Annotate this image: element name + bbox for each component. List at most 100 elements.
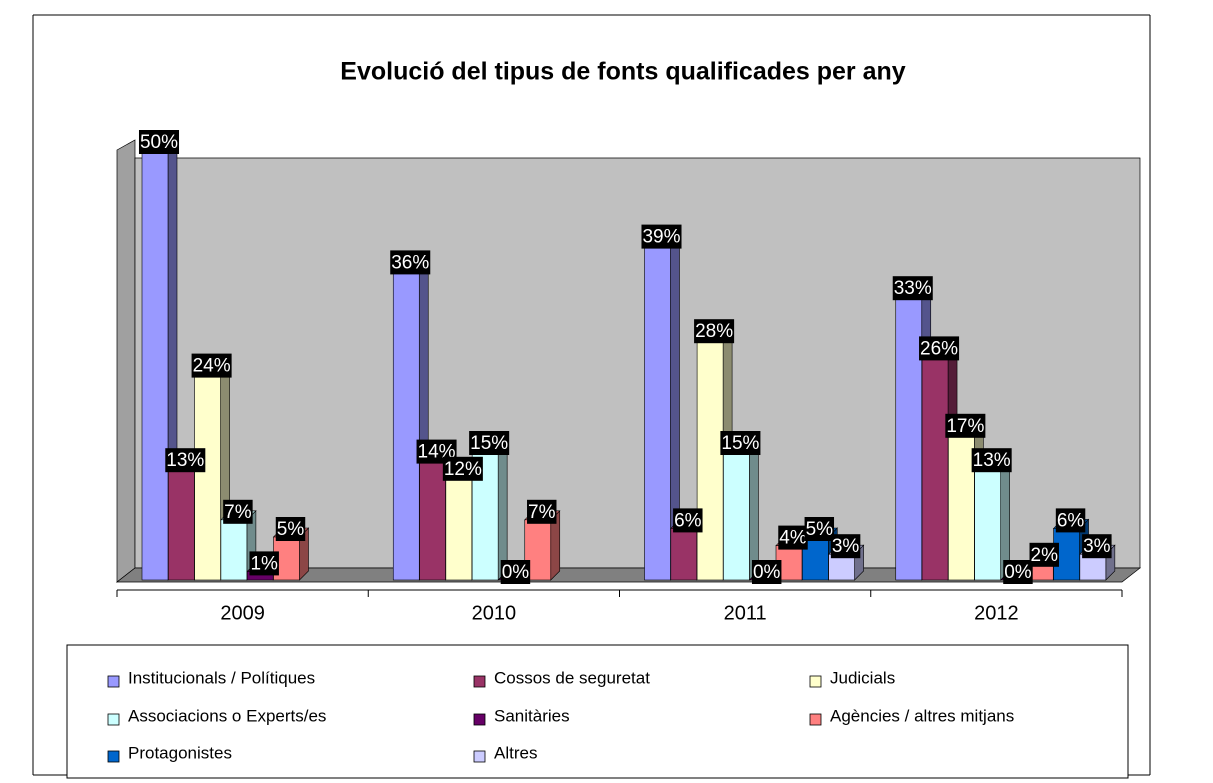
data-label-text: 6% [674, 510, 702, 531]
legend-label: Agències / altres mitjans [830, 706, 1014, 725]
legend [66, 644, 1129, 779]
data-label: 50% [138, 130, 180, 154]
data-label-box [720, 431, 761, 455]
data-label: 39% [641, 224, 682, 249]
data-label-text: 36% [391, 252, 429, 273]
data-label-text: 3% [1083, 536, 1111, 557]
bar [644, 244, 671, 581]
data-label-box [919, 336, 960, 361]
data-label: 6% [673, 508, 703, 533]
legend-label: Associacions o Experts/es [128, 706, 326, 725]
data-label: 0% [751, 560, 782, 584]
legend-swatch [809, 675, 822, 688]
x-tick-label: 2012 [974, 602, 1019, 624]
bar [723, 450, 750, 581]
data-label-box [1029, 542, 1059, 567]
legend-swatch [107, 713, 120, 726]
chart-title: Evolució del tipus de fonts qualificades… [340, 58, 905, 86]
data-label-text: 13% [166, 450, 204, 471]
bar [895, 295, 923, 581]
bar [419, 459, 446, 581]
legend-swatch [473, 750, 486, 763]
data-label-box [500, 560, 531, 584]
bar [828, 553, 855, 581]
data-label: 26% [919, 336, 960, 361]
legend-swatch [473, 713, 486, 726]
data-label: 28% [694, 319, 735, 344]
data-label: 5% [804, 517, 835, 541]
bar-3d [524, 510, 561, 581]
bar-3d [722, 441, 760, 581]
data-label-box [804, 517, 835, 541]
data-label-text: 15% [470, 433, 508, 454]
data-label: 15% [469, 431, 510, 455]
data-label-box [673, 508, 703, 533]
data-label-text: 4% [779, 528, 807, 549]
data-label-box [275, 517, 306, 541]
data-label-box [1055, 508, 1086, 533]
bar [141, 149, 169, 581]
data-label-box [971, 448, 1012, 473]
data-label-box [641, 224, 682, 249]
data-label-text: 0% [502, 562, 530, 583]
data-label-box [1003, 560, 1033, 584]
data-label: 33% [892, 276, 933, 301]
bar [194, 373, 221, 581]
data-label: 24% [191, 353, 232, 378]
data-label-text: 15% [721, 433, 759, 454]
legend-label: Altres [494, 743, 537, 762]
legend-label: Institucionals / Polítiques [128, 668, 315, 687]
data-label: 0% [1003, 560, 1033, 584]
legend-label: Protagonistes [128, 743, 232, 762]
data-label: 7% [223, 499, 253, 524]
data-label-box [892, 276, 933, 301]
data-label-box [223, 499, 253, 524]
bar [696, 338, 724, 581]
data-label: 1% [249, 551, 279, 576]
data-label-box [138, 130, 180, 154]
data-label: 12% [442, 456, 483, 481]
data-label-text: 39% [642, 227, 680, 248]
data-label-box [249, 551, 279, 576]
bar [974, 467, 1001, 581]
data-label-text: 7% [528, 502, 556, 523]
data-label: 3% [1082, 534, 1112, 559]
data-label-box [830, 534, 861, 559]
bar [948, 433, 975, 581]
data-label: 6% [1055, 508, 1086, 533]
legend-label: Judicials [830, 668, 895, 687]
data-label-box [1082, 534, 1112, 559]
data-label-box [442, 456, 483, 481]
data-label: 17% [945, 413, 986, 438]
data-label: 36% [390, 250, 431, 275]
data-label-text: 3% [832, 536, 860, 557]
data-label-box [527, 499, 557, 524]
data-label-text: 13% [973, 450, 1011, 471]
data-label-text: 1% [250, 553, 278, 574]
data-label-text: 0% [753, 562, 781, 583]
data-label-box [191, 353, 232, 378]
data-label-box [751, 560, 782, 584]
bar [392, 270, 420, 581]
data-label-text: 5% [806, 519, 834, 540]
data-label-text: 5% [277, 519, 305, 540]
bar-side [749, 441, 759, 581]
data-label-box [390, 250, 431, 275]
side-wall [116, 139, 136, 583]
legend-label: Cossos de seguretat [494, 668, 650, 687]
data-label: 3% [830, 534, 861, 559]
legend-swatch [107, 750, 120, 763]
data-label-text: 24% [193, 356, 231, 377]
frame [32, 14, 1151, 776]
data-label-text: 12% [444, 459, 482, 480]
legend-swatch [809, 713, 822, 726]
x-tick-label: 2009 [220, 602, 265, 624]
bar-side [497, 441, 508, 581]
data-label-box [469, 431, 510, 455]
legend-swatch [473, 675, 486, 688]
data-label-text: 50% [140, 132, 178, 153]
data-label-text: 6% [1057, 510, 1085, 531]
bar [1079, 553, 1107, 581]
